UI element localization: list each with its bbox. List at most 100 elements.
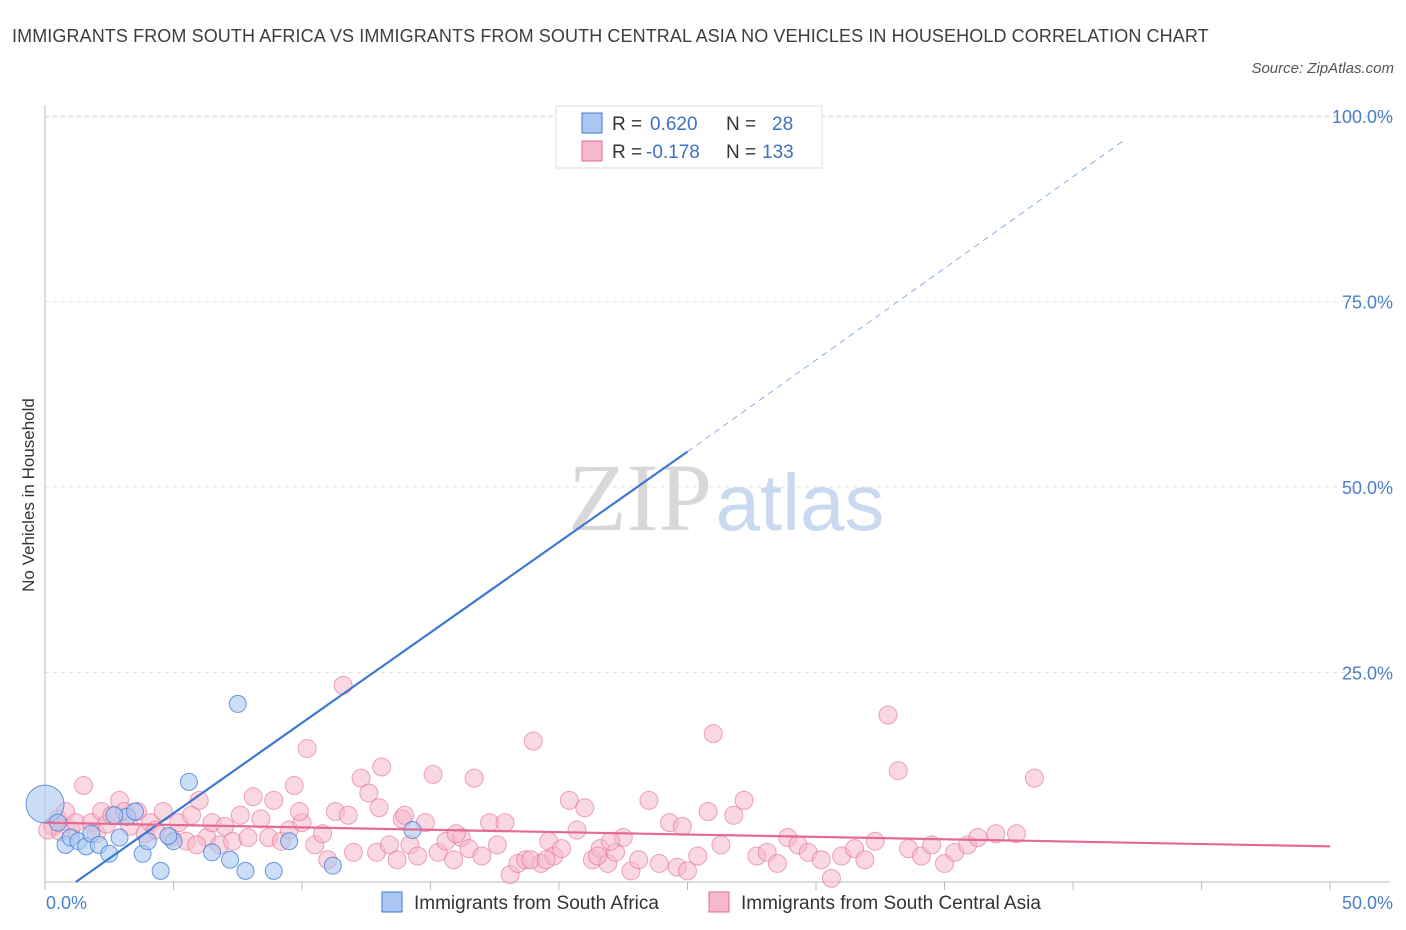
- point-south-central-asia-86: [639, 790, 659, 810]
- point-south-central-asia-67: [495, 813, 515, 833]
- point-south-africa-15: [203, 843, 222, 862]
- point-south-central-asia-52: [387, 850, 407, 870]
- point-south-central-asia-55: [408, 846, 428, 866]
- point-south-central-asia-108: [878, 705, 898, 725]
- bottom-legend-label-1: Immigrants from South Central Asia: [741, 893, 1041, 914]
- point-south-central-asia-39: [297, 738, 317, 758]
- point-south-africa-8: [110, 828, 129, 847]
- legend-n-value-0: 28: [772, 114, 793, 135]
- legend-swatch-blue: [581, 112, 603, 134]
- point-south-central-asia-29: [230, 805, 250, 825]
- legend-r-label-1: R =: [612, 142, 642, 163]
- point-south-central-asia-22: [181, 805, 201, 825]
- chart-title: IMMIGRANTS FROM SOUTH AFRICA VS IMMIGRAN…: [12, 26, 1209, 46]
- point-south-africa-16: [221, 850, 240, 869]
- x-tick-label-1: 50.0%: [1342, 893, 1393, 913]
- y-tick-label-3: 100.0%: [1332, 107, 1393, 127]
- top-legend: R = 0.620 N = 28 R = -0.178 N = 133: [555, 105, 823, 169]
- point-south-central-asia-116: [968, 827, 988, 847]
- point-south-central-asia-41: [313, 824, 333, 844]
- point-south-central-asia-124: [395, 805, 415, 825]
- point-south-central-asia-76: [559, 790, 579, 810]
- point-south-central-asia-31: [243, 787, 263, 807]
- point-south-central-asia-75: [552, 839, 572, 859]
- point-south-central-asia-102: [811, 850, 831, 870]
- point-south-central-asia-47: [351, 768, 371, 788]
- point-south-central-asia-109: [888, 761, 908, 781]
- point-south-africa-20: [280, 832, 299, 851]
- point-south-central-asia-106: [855, 850, 875, 870]
- point-south-central-asia-119: [1024, 768, 1044, 788]
- trend-lines: [44, 139, 1331, 883]
- point-south-central-asia-45: [338, 805, 358, 825]
- point-south-africa-24: [125, 802, 144, 821]
- point-south-central-asia-112: [922, 835, 942, 855]
- x-tick-labels: 0.0% 50.0%: [46, 893, 1393, 913]
- point-south-central-asia-32: [251, 809, 271, 829]
- watermark-zip: ZIP: [568, 444, 712, 551]
- point-south-central-asia-130: [536, 850, 556, 870]
- point-south-central-asia-123: [672, 816, 692, 836]
- source-credit: Source: ZipAtlas.com: [1251, 60, 1394, 77]
- trend-south-central-asia: [44, 821, 1331, 848]
- point-south-central-asia-94: [724, 805, 744, 825]
- point-south-central-asia-34: [264, 790, 284, 810]
- y-tick-label-0: 25.0%: [1342, 664, 1393, 684]
- point-south-central-asia-125: [187, 835, 207, 855]
- point-south-central-asia-117: [986, 824, 1006, 844]
- point-south-central-asia-129: [369, 798, 389, 818]
- bottom-legend: Immigrants from South Africa Immigrants …: [381, 891, 1041, 914]
- point-south-central-asia-50: [372, 757, 392, 777]
- point-south-africa-18: [236, 861, 255, 880]
- legend-n-value-1: 133: [762, 142, 794, 163]
- series-south-africa: [25, 131, 581, 880]
- point-south-central-asia-51: [379, 835, 399, 855]
- legend-n-label-1: N =: [726, 142, 756, 163]
- legend-r-label-0: R =: [612, 114, 642, 135]
- point-south-central-asia-92: [698, 802, 718, 822]
- point-south-central-asia-46: [343, 842, 363, 862]
- legend-swatch-pink: [581, 140, 603, 162]
- point-south-africa-12: [151, 861, 170, 880]
- point-south-central-asia-30: [238, 827, 258, 847]
- point-south-central-asia-44: [333, 675, 353, 695]
- y-tick-label-2: 75.0%: [1342, 293, 1393, 313]
- legend-n-label-0: N =: [726, 114, 756, 135]
- point-south-central-asia-120: [703, 724, 723, 744]
- point-south-central-asia-98: [767, 853, 787, 873]
- grid-lines: [45, 115, 1390, 673]
- watermark-atlas: atlas: [716, 458, 885, 547]
- point-south-central-asia-93: [711, 835, 731, 855]
- point-south-africa-21: [323, 856, 342, 875]
- point-south-africa-19: [264, 861, 283, 880]
- point-south-central-asia-107: [865, 831, 885, 851]
- point-south-central-asia-131: [600, 831, 620, 851]
- legend-r-value-1: -0.178: [646, 142, 700, 163]
- point-south-central-asia-66: [487, 835, 507, 855]
- point-south-africa-27: [159, 826, 178, 845]
- bottom-legend-swatch-blue: [381, 891, 403, 913]
- trend-south-africa: [75, 450, 689, 883]
- trend-south-africa-extension: [687, 139, 1125, 453]
- point-south-africa-14: [179, 772, 198, 791]
- point-south-africa-17: [228, 694, 247, 713]
- axes: [44, 105, 1390, 890]
- legend-r-value-0: 0.620: [650, 114, 698, 135]
- x-tick-label-0: 0.0%: [46, 893, 87, 913]
- point-south-central-asia-95: [734, 790, 754, 810]
- point-south-central-asia-118: [1006, 824, 1026, 844]
- bottom-legend-swatch-pink: [708, 891, 730, 913]
- point-south-central-asia-90: [678, 861, 697, 881]
- point-south-central-asia-127: [289, 802, 309, 822]
- point-south-central-asia-122: [588, 846, 608, 866]
- point-south-central-asia-5: [74, 776, 94, 796]
- point-south-central-asia-77: [567, 820, 587, 840]
- point-south-africa-26: [105, 806, 124, 825]
- point-south-central-asia-71: [523, 731, 543, 751]
- point-south-central-asia-37: [284, 776, 304, 796]
- point-south-central-asia-103: [821, 868, 841, 888]
- point-south-central-asia-57: [423, 764, 443, 784]
- point-south-central-asia-63: [464, 768, 484, 788]
- point-south-central-asia-87: [649, 853, 669, 873]
